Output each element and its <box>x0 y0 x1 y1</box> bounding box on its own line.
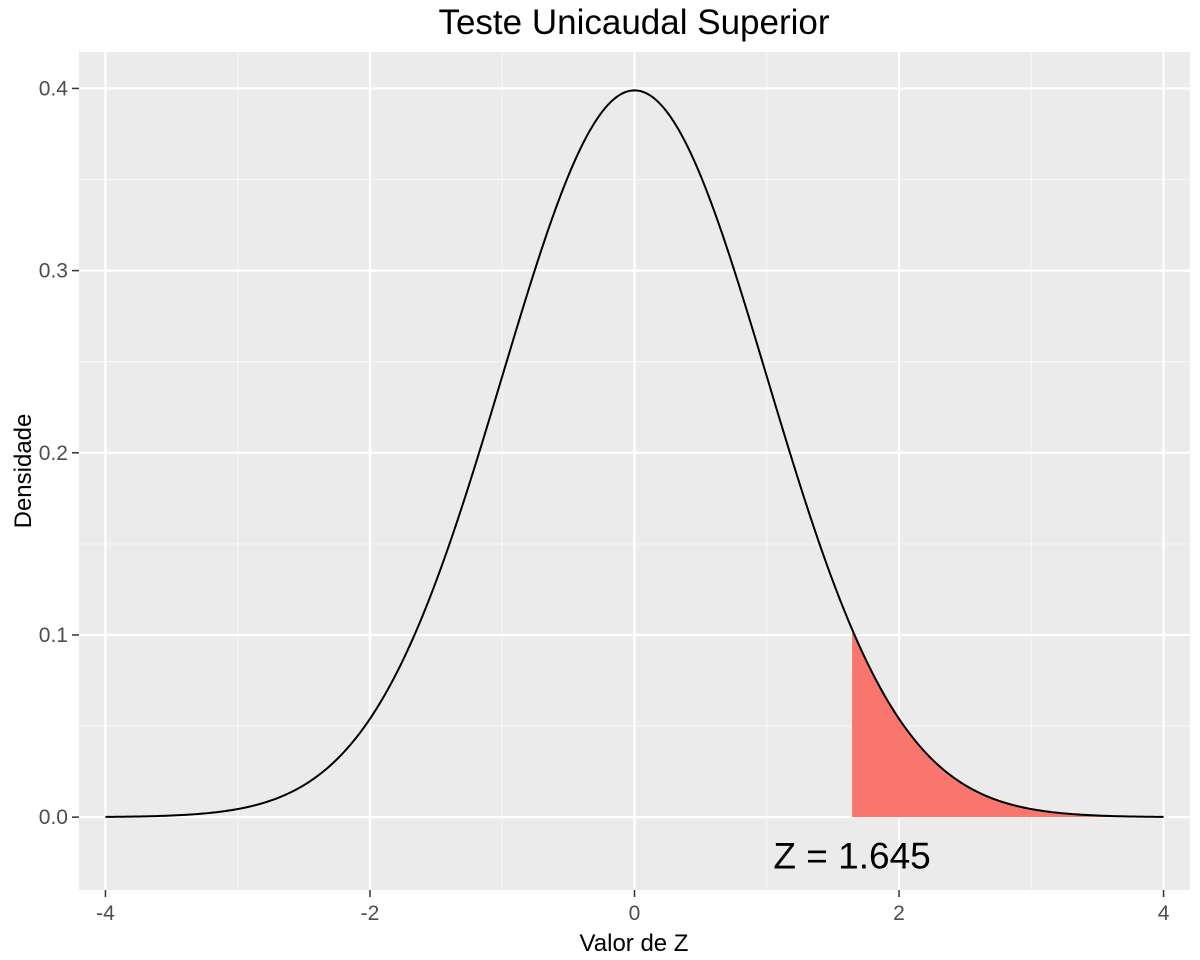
y-axis-title: Densidade <box>10 414 37 529</box>
z-annotation: Z = 1.645 <box>773 835 930 876</box>
curve-layer <box>105 89 1164 818</box>
y-tick-label: 0.4 <box>39 77 69 100</box>
y-tick-label: 0.2 <box>39 442 68 465</box>
x-axis-title: Valor de Z <box>580 930 689 957</box>
density-curve <box>105 89 1164 818</box>
x-tick-label: 4 <box>1158 902 1170 925</box>
x-axis-ticks: -4 -2 0 2 4 <box>96 890 1170 925</box>
x-tick-label: 2 <box>893 902 905 925</box>
x-tick-label: 0 <box>629 902 641 925</box>
y-tick-label: 0.0 <box>39 806 68 829</box>
x-tick-label: -2 <box>361 902 380 925</box>
y-tick-label: 0.1 <box>39 624 68 647</box>
chart-title: Teste Unicaudal Superior <box>438 3 829 42</box>
x-tick-label: -4 <box>96 902 115 925</box>
shaded-tail-area <box>852 629 1164 818</box>
grid-major <box>79 52 1190 890</box>
y-axis-ticks: 0.0 0.1 0.2 0.3 0.4 <box>39 77 79 829</box>
shaded-region-layer <box>852 629 1164 818</box>
y-tick-label: 0.3 <box>39 260 68 283</box>
